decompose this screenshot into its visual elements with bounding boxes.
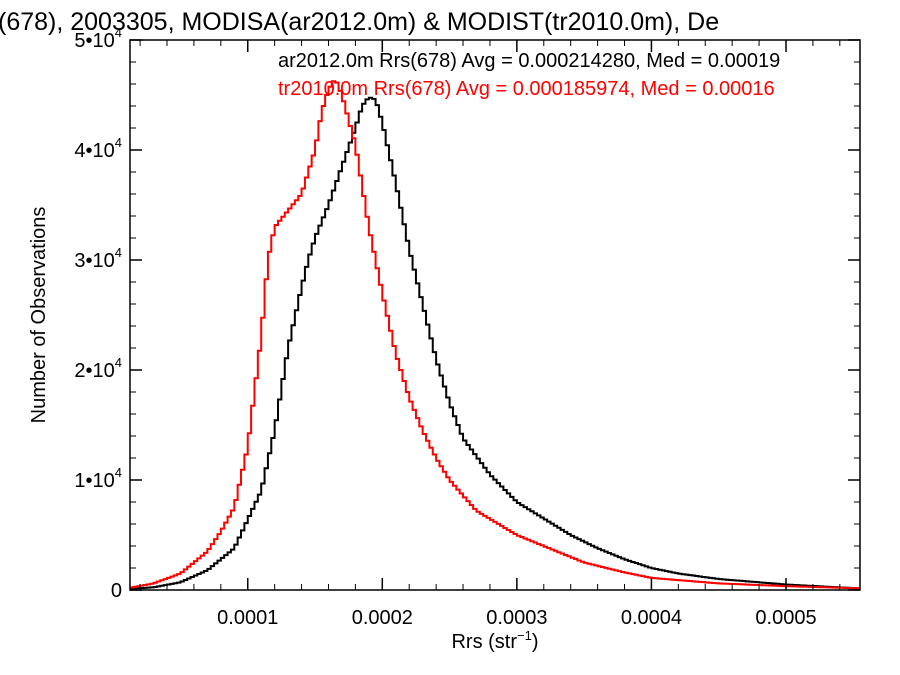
y-tick-label: 5•104 bbox=[74, 25, 122, 52]
y-tick-label: 2•104 bbox=[74, 355, 122, 382]
y-tick-label: 0 bbox=[111, 580, 122, 602]
x-tick-label: 0.0003 bbox=[486, 607, 547, 629]
x-tick-label: 0.0004 bbox=[621, 607, 682, 629]
plot-frame bbox=[129, 39, 861, 591]
series-layer bbox=[130, 80, 860, 590]
plot-area bbox=[130, 80, 860, 590]
y-tick-label: 4•104 bbox=[74, 135, 122, 162]
x-axis-label-close: ) bbox=[532, 631, 539, 653]
series-line-ar2012.0m bbox=[130, 96, 860, 590]
x-axis-label-exponent: −1 bbox=[517, 628, 532, 643]
x-axis: 0.0001 0.0002 0.0003 0.0004 0.0005 bbox=[139, 40, 841, 629]
y-tick-label: 3•104 bbox=[74, 245, 122, 272]
y-axis-label: Number of Observations bbox=[28, 207, 50, 424]
x-tick-label: 0.0001 bbox=[217, 607, 278, 629]
x-tick-label: 0.0005 bbox=[755, 607, 816, 629]
y-axis: 0 1•104 2•104 3•104 4•104 5•104 bbox=[74, 25, 860, 602]
series-line-tr2010.0m bbox=[130, 80, 860, 590]
x-tick-label: 0.0002 bbox=[352, 607, 413, 629]
x-axis-label: Rrs (str−1) bbox=[451, 628, 538, 653]
legend-entry-ar2012: ar2012.0m Rrs(678) Avg = 0.000214280, Me… bbox=[278, 50, 780, 72]
legend-entry-tr2010: tr2010.0m Rrs(678) Avg = 0.000185974, Me… bbox=[278, 78, 775, 100]
chart-title: (678), 2003305, MODISA(ar2012.0m) & MODI… bbox=[0, 8, 719, 36]
y-tick-label: 1•104 bbox=[74, 465, 122, 492]
x-axis-label-main: Rrs (str bbox=[451, 631, 517, 653]
